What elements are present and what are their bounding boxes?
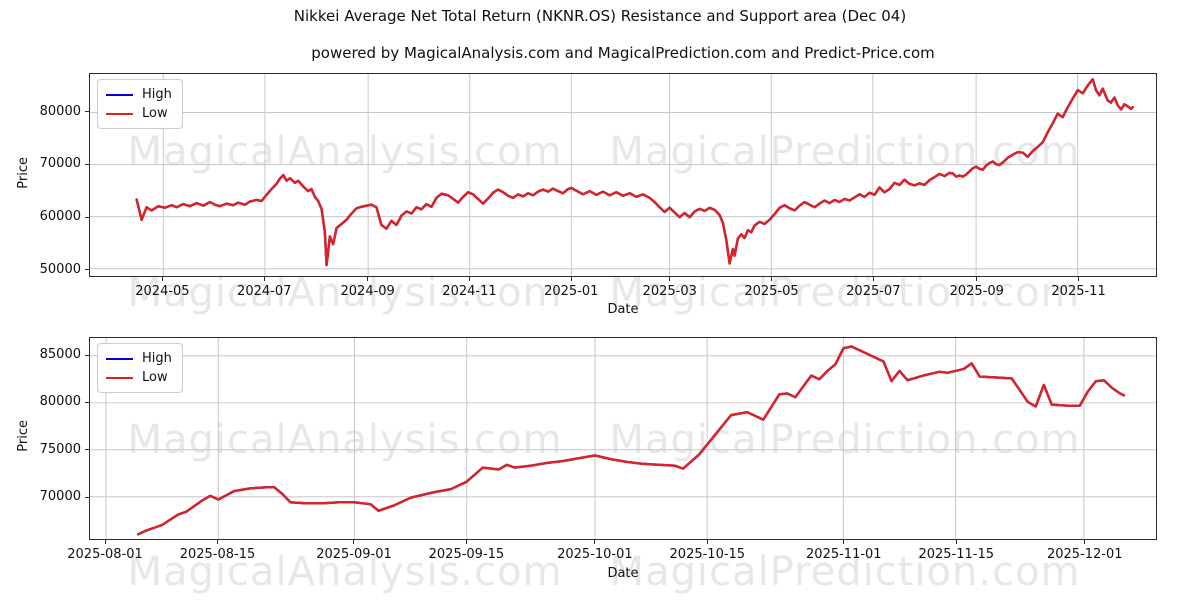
x-tick-label: 2024-09: [340, 284, 395, 299]
x-tick-mark: [669, 277, 671, 281]
x-tick-label: 2025-11: [1051, 284, 1106, 299]
x-tick-label: 2025-07: [846, 284, 901, 299]
y-tick-label: 80000: [39, 394, 81, 410]
y-tick-mark: [85, 354, 89, 356]
x-tick-mark: [1084, 540, 1086, 544]
x-tick-mark: [367, 277, 369, 281]
bottom-chart-ylabel: Price: [16, 420, 31, 452]
top-chart-ylabel: Price: [16, 157, 31, 189]
top-chart-legend: High Low: [97, 79, 183, 129]
x-tick-label: 2025-08-15: [179, 547, 256, 562]
legend-entry-high: High: [106, 85, 172, 104]
x-tick-mark: [872, 277, 874, 281]
low-line-swatch: [106, 376, 133, 379]
x-tick-label: 2025-09-01: [316, 547, 392, 562]
y-tick-label: 80000: [39, 103, 81, 119]
bottom-chart-canvas: [90, 338, 1156, 539]
x-tick-label: 2025-01: [544, 284, 599, 299]
legend-label-low: Low: [142, 106, 168, 121]
x-tick-mark: [263, 277, 265, 281]
x-tick-mark: [468, 277, 470, 281]
y-tick-mark: [85, 401, 89, 403]
powered-by-subtitle: powered by MagicalAnalysis.com and Magic…: [311, 44, 935, 62]
y-tick-mark: [85, 269, 89, 271]
legend-label-low: Low: [142, 370, 168, 385]
y-tick-mark: [85, 163, 89, 165]
high-line-swatch: [106, 93, 133, 96]
x-tick-label: 2025-12-01: [1046, 547, 1123, 562]
x-tick-mark: [570, 277, 572, 281]
x-tick-mark: [104, 540, 106, 544]
legend-label-high: High: [142, 87, 172, 102]
x-tick-label: 2025-11-01: [806, 547, 882, 562]
x-tick-label: 2024-05: [135, 284, 190, 299]
x-tick-mark: [161, 277, 163, 281]
bottom-chart-plot-area: [89, 337, 1157, 540]
x-tick-label: 2025-09: [949, 284, 1004, 299]
figure-title: Nikkei Average Net Total Return (NKNR.OS…: [293, 7, 907, 25]
x-tick-mark: [771, 277, 773, 281]
y-tick-label: 70000: [39, 489, 81, 505]
x-tick-mark: [465, 540, 467, 544]
y-tick-mark: [85, 449, 89, 451]
x-tick-mark: [1078, 277, 1080, 281]
x-tick-mark: [216, 540, 218, 544]
high-line-swatch: [106, 357, 133, 360]
low-series-line: [135, 78, 1134, 267]
top-chart-canvas: [90, 74, 1156, 276]
x-tick-label: 2024-11: [442, 284, 497, 299]
x-tick-label: 2025-10-15: [669, 547, 746, 562]
x-tick-mark: [594, 540, 596, 544]
legend-entry-low: Low: [106, 368, 172, 387]
low-line-swatch: [106, 112, 133, 115]
y-tick-label: 50000: [39, 261, 81, 277]
x-tick-label: 2024-07: [237, 284, 292, 299]
high-series-line: [135, 78, 1134, 267]
x-tick-mark: [353, 540, 355, 544]
x-tick-label: 2025-11-15: [918, 547, 995, 562]
x-tick-label: 2025-03: [642, 284, 697, 299]
high-series-line: [136, 345, 1126, 536]
bottom-chart-legend: High Low: [97, 343, 183, 393]
low-series-line: [136, 345, 1126, 536]
x-tick-mark: [976, 277, 978, 281]
x-tick-label: 2025-10-01: [557, 547, 633, 562]
y-tick-label: 70000: [39, 156, 81, 172]
legend-label-high: High: [142, 351, 172, 366]
y-tick-label: 85000: [39, 347, 81, 363]
y-tick-mark: [85, 216, 89, 218]
y-tick-mark: [85, 496, 89, 498]
top-chart-xlabel: Date: [607, 302, 639, 317]
bottom-chart-xlabel: Date: [607, 566, 639, 581]
x-tick-mark: [706, 540, 708, 544]
top-chart-plot-area: [89, 73, 1157, 277]
x-tick-mark: [843, 540, 845, 544]
x-tick-label: 2025-09-15: [428, 547, 505, 562]
x-tick-mark: [955, 540, 957, 544]
y-tick-mark: [85, 111, 89, 113]
x-tick-label: 2025-08-01: [67, 547, 143, 562]
y-tick-label: 60000: [39, 209, 81, 225]
legend-entry-high: High: [106, 349, 172, 368]
legend-entry-low: Low: [106, 104, 172, 123]
x-tick-label: 2025-05: [744, 284, 799, 299]
y-tick-label: 75000: [39, 441, 81, 457]
